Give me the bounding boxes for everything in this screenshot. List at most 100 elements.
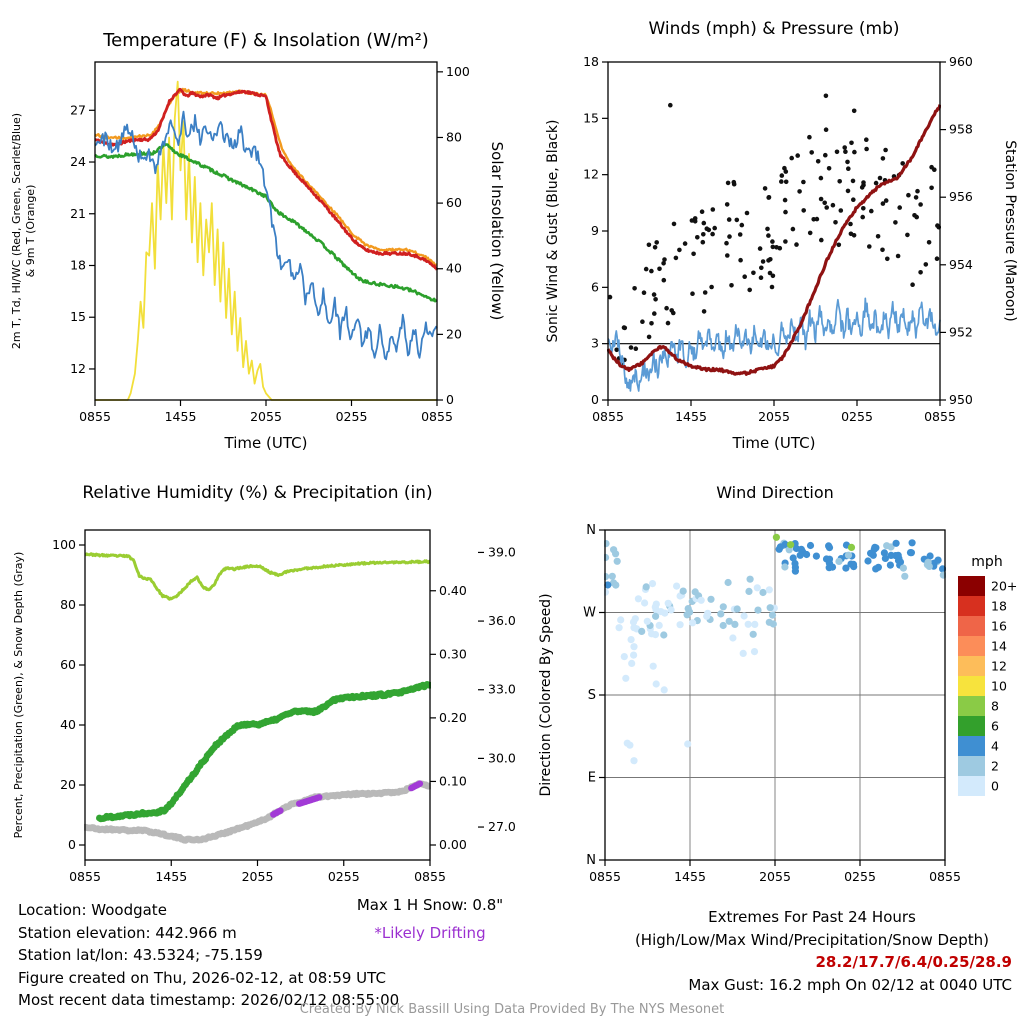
svg-text:Temperature (F) & Insolation (: Temperature (F) & Insolation (W/m²) <box>102 30 429 51</box>
svg-text:0855: 0855 <box>592 409 624 424</box>
svg-text:Sonic Wind & Gust (Blue, Black: Sonic Wind & Gust (Blue, Black) <box>545 119 561 342</box>
svg-text:952: 952 <box>949 324 973 339</box>
svg-text:16: 16 <box>991 619 1007 634</box>
svg-text:E: E <box>588 771 596 786</box>
svg-text:0255: 0255 <box>841 409 873 424</box>
svg-text:0: 0 <box>991 779 999 794</box>
svg-text:60: 60 <box>60 657 76 672</box>
svg-text:0: 0 <box>68 837 76 852</box>
svg-text:0.10: 0.10 <box>439 773 467 788</box>
svg-text:954: 954 <box>949 257 973 272</box>
svg-text:12: 12 <box>583 167 599 182</box>
relative-humidity-series <box>84 552 431 601</box>
svg-text:15: 15 <box>70 309 86 324</box>
svg-text:39.0: 39.0 <box>488 544 516 559</box>
svg-text:80: 80 <box>446 129 462 144</box>
svg-text:956: 956 <box>949 189 973 204</box>
svg-text:27.0: 27.0 <box>488 819 516 834</box>
svg-text:3: 3 <box>591 336 599 351</box>
svg-text:15: 15 <box>583 110 599 125</box>
data-timestamp: Most recent data timestamp: 2026/02/12 0… <box>18 991 400 1009</box>
solar-insolation-series <box>95 80 437 401</box>
svg-text:Percent, Precipitation (Green): Percent, Precipitation (Green), & Snow D… <box>12 552 25 839</box>
svg-text:18: 18 <box>991 599 1007 614</box>
speed-color-legend: mph 20+ 18 16 14 12 10 8 6 4 2 0 <box>958 554 1017 796</box>
svg-text:18: 18 <box>583 54 599 69</box>
2m-temperature-series <box>94 87 438 271</box>
svg-text:1455: 1455 <box>675 409 707 424</box>
svg-text:0.40: 0.40 <box>439 583 467 598</box>
svg-text:0855: 0855 <box>69 869 101 884</box>
wind-gust-series <box>607 93 941 367</box>
svg-text:40: 40 <box>446 261 462 276</box>
svg-text:0855: 0855 <box>924 409 956 424</box>
max-snow-note: Max 1 H Snow: 0.8" <box>356 896 504 914</box>
svg-text:30.0: 30.0 <box>488 750 516 765</box>
svg-text:Solar Insolation (Yellow): Solar Insolation (Yellow) <box>488 142 506 321</box>
svg-text:6: 6 <box>991 719 999 734</box>
snow-depth-series <box>84 780 431 844</box>
temperature-insolation-chart: 0855 1455 2055 0255 0855 Time (UTC) 12 15 18 21 24… <box>10 30 506 452</box>
svg-text:958: 958 <box>949 122 973 137</box>
svg-text:Relative Humidity (%) & Precip: Relative Humidity (%) & Precipitation (i… <box>82 483 432 503</box>
svg-text:10: 10 <box>991 679 1007 694</box>
svg-text:12: 12 <box>70 361 86 376</box>
precipitation-series <box>96 681 431 823</box>
svg-text:mph: mph <box>971 554 1002 570</box>
9m-temperature-series <box>94 87 438 266</box>
svg-text:0: 0 <box>446 392 454 407</box>
svg-text:24: 24 <box>70 154 86 169</box>
svg-text:0: 0 <box>591 392 599 407</box>
svg-text:100: 100 <box>52 537 76 552</box>
svg-text:20+: 20+ <box>991 579 1017 594</box>
svg-text:N: N <box>586 853 596 868</box>
svg-text:2055: 2055 <box>759 869 791 884</box>
svg-text:0255: 0255 <box>328 869 360 884</box>
winds-pressure-chart: 0855 1455 2055 0255 0855 Time (UTC) 0 3 6 9 12 15 18… <box>545 19 1018 452</box>
svg-text:36.0: 36.0 <box>488 613 516 628</box>
svg-text:Time (UTC): Time (UTC) <box>732 434 816 452</box>
extremes-title: Extremes For Past 24 Hours <box>708 908 916 926</box>
svg-text:0855: 0855 <box>79 409 111 424</box>
humidity-precip-panel: 0855 1455 2055 0255 0855 0 20 40 60 80 100 Percent,… <box>0 468 545 905</box>
svg-text:4: 4 <box>991 739 999 754</box>
credit-line: Created By Nick Bassill Using Data Provi… <box>299 1002 725 1017</box>
svg-text:18: 18 <box>70 257 86 272</box>
svg-text:0255: 0255 <box>844 869 876 884</box>
svg-text:Time (UTC): Time (UTC) <box>224 434 308 452</box>
svg-text:1455: 1455 <box>165 409 197 424</box>
extremes-values: 28.2/17.7/6.4/0.25/28.9 <box>815 953 1012 971</box>
svg-text:0855: 0855 <box>421 409 453 424</box>
wind-direction-panel: 0855 1455 2055 0255 0855 N E S W N Direction (Colo… <box>512 468 1024 905</box>
max-gust-note: Max Gust: 16.2 mph On 02/12 at 0040 UTC <box>688 975 1012 994</box>
svg-text:0.00: 0.00 <box>439 837 467 852</box>
svg-text:12: 12 <box>991 659 1007 674</box>
svg-text:27: 27 <box>70 102 86 117</box>
winds-pressure-panel: 0855 1455 2055 0255 0855 Time (UTC) 0 3 6 9 12 15 18… <box>512 0 1024 465</box>
station-info-block: Location: Woodgate Station elevation: 44… <box>18 899 399 1012</box>
svg-text:33.0: 33.0 <box>488 682 516 697</box>
wind-chill-series <box>94 110 438 361</box>
svg-text:1455: 1455 <box>674 869 706 884</box>
svg-text:20: 20 <box>446 326 462 341</box>
svg-text:80: 80 <box>60 597 76 612</box>
figure-created: Figure created on Thu, 2026-02-12, at 08… <box>18 968 386 987</box>
svg-text:Winds (mph) & Pressure (mb): Winds (mph) & Pressure (mb) <box>648 19 899 39</box>
svg-text:Station Pressure (Maroon): Station Pressure (Maroon) <box>1002 140 1018 322</box>
humidity-precip-chart: 0855 1455 2055 0255 0855 0 20 40 60 80 100 Percent,… <box>12 483 516 884</box>
svg-text:2m T, Td, HI/WC (Red, Green, S: 2m T, Td, HI/WC (Red, Green, Scarlet/Blu… <box>10 113 23 349</box>
station-location: Location: Woodgate <box>18 901 167 919</box>
svg-text:6: 6 <box>591 279 599 294</box>
svg-text:0855: 0855 <box>414 869 446 884</box>
svg-text:0855: 0855 <box>929 869 961 884</box>
svg-text:2055: 2055 <box>758 409 790 424</box>
svg-text:950: 950 <box>949 392 973 407</box>
svg-text:& 9m T (Orange): & 9m T (Orange) <box>24 185 37 278</box>
extremes-subtitle: (High/Low/Max Wind/Precipitation/Snow De… <box>634 930 990 949</box>
svg-text:0.30: 0.30 <box>439 646 467 661</box>
direction-points-series <box>604 533 946 765</box>
extremes-block: Extremes For Past 24 Hours (High/Low/Max… <box>612 906 1012 996</box>
svg-text:Wind Direction: Wind Direction <box>716 483 834 502</box>
